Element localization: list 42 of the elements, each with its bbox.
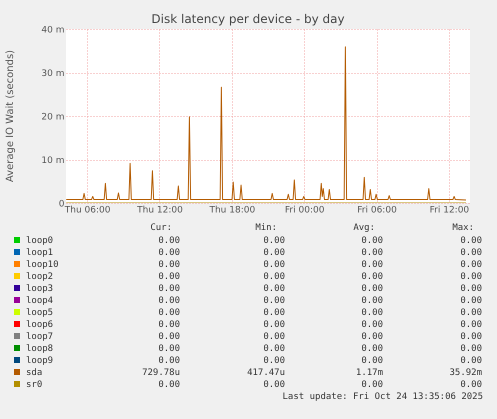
text: Cur: Min: Avg: Max: (150, 223, 474, 233)
text: 0.00 0.00 0.00 0.00 (158, 332, 482, 342)
text: 0.00 0.00 0.00 0.00 (158, 260, 482, 270)
text: 729.78u 417.47u 1.17m 35.92m (142, 368, 482, 378)
text: 0.00 0.00 0.00 0.00 (158, 272, 482, 282)
legend-label: loop5 (26, 308, 54, 318)
x-tick-label: Thu 18:00 (208, 206, 256, 216)
text: 0.00 0.00 0.00 0.00 (158, 248, 482, 258)
y-tick-label: 20 m (41, 112, 64, 122)
text: 0.00 0.00 0.00 0.00 (158, 236, 482, 246)
x-tick-label: Fri 12:00 (430, 206, 470, 216)
text: 0.00 0.00 0.00 0.00 (158, 296, 482, 306)
legend-label: loop1 (26, 248, 54, 258)
legend-label: loop9 (26, 356, 54, 366)
x-tick-label: Fri 06:00 (357, 206, 398, 216)
text: Last update: Fri Oct 24 13:35:06 2025 (282, 392, 483, 402)
legend-label: loop2 (26, 272, 54, 282)
legend-label: loop8 (26, 344, 54, 354)
y-tick-label: 0 (58, 200, 65, 210)
y-tick-label: 40 m (41, 26, 64, 36)
legend-label: loop10 (26, 260, 59, 270)
legend-label: loop3 (26, 284, 54, 294)
text: 0.00 0.00 0.00 0.00 (158, 344, 482, 354)
legend-label: loop4 (26, 296, 54, 306)
legend-label: sr0 (26, 380, 42, 390)
legend-label: loop6 (26, 320, 54, 330)
text: 0.00 0.00 0.00 0.00 (158, 356, 482, 366)
text: 0.00 0.00 0.00 0.00 (158, 380, 482, 390)
y-tick-label: 30 m (41, 69, 64, 79)
text: 0.00 0.00 0.00 0.00 (158, 284, 482, 294)
legend-label: loop0 (26, 236, 54, 246)
legend-label: loop7 (26, 332, 54, 342)
line-series (66, 46, 466, 200)
x-tick-label: Thu 06:00 (64, 206, 111, 216)
x-tick-label: Fri 00:00 (284, 206, 325, 216)
legend-label: sda (26, 368, 42, 378)
chart-title: Disk latency per device - by day (151, 12, 345, 26)
y-tick-label: 10 m (41, 156, 64, 166)
text: 0.00 0.00 0.00 0.00 (158, 320, 482, 330)
y-axis-title: Average IO Wait (seconds) (5, 50, 16, 182)
text: 0.00 0.00 0.00 0.00 (158, 308, 482, 318)
x-tick-label: Thu 12:00 (136, 206, 184, 216)
